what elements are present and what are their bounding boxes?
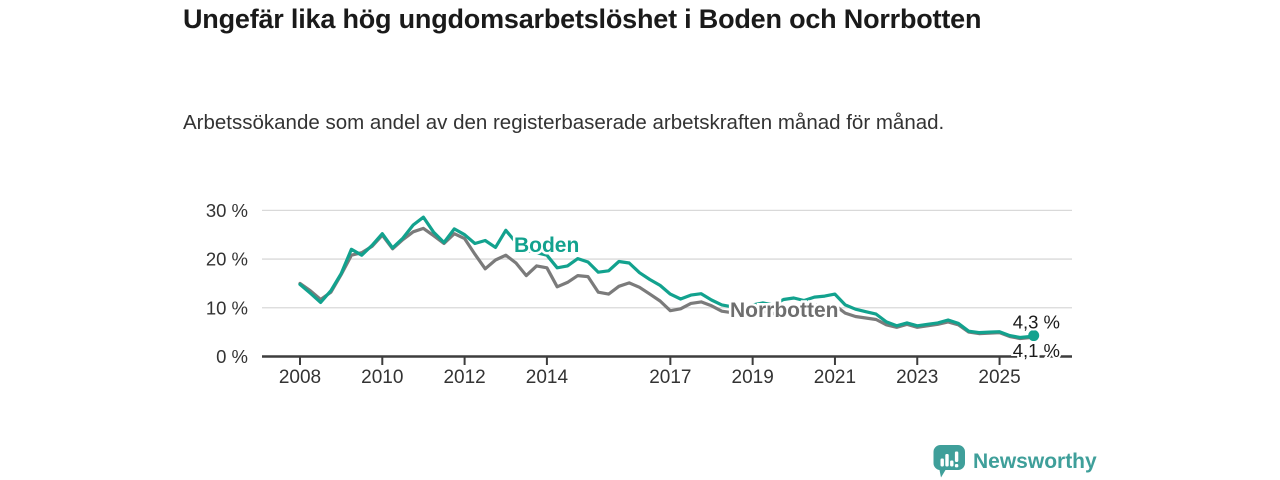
x-tick-label: 2010 bbox=[361, 367, 403, 388]
series-end-dot-boden bbox=[1028, 330, 1040, 342]
y-tick-label: 30 % bbox=[206, 200, 248, 221]
x-tick-label: 2019 bbox=[732, 367, 774, 388]
x-tick-label: 2014 bbox=[526, 367, 569, 388]
series-label-norrbotten: Norrbotten bbox=[730, 299, 839, 322]
series-line-boden bbox=[298, 215, 1036, 340]
newsworthy-logo-svg: Newsworthy bbox=[933, 445, 1097, 478]
x-tick-label: 2023 bbox=[896, 367, 938, 388]
y-tick-label: 20 % bbox=[206, 249, 248, 270]
y-tick-label: 0 % bbox=[216, 346, 248, 367]
end-value-label-boden: 4,3 % bbox=[1013, 312, 1060, 333]
x-tick-label: 2008 bbox=[279, 367, 321, 388]
chart-subtitle: Arbetssökande som andel av den registerb… bbox=[183, 111, 945, 134]
series-label-boden: Boden bbox=[514, 234, 579, 257]
x-tick-label: 2021 bbox=[814, 367, 856, 388]
x-tick-label: 2017 bbox=[649, 367, 691, 388]
x-tick-label: 2025 bbox=[978, 367, 1020, 388]
chart-title: Ungefär lika hög ungdomsarbetslöshet i B… bbox=[183, 4, 982, 34]
newsworthy-logo: Newsworthy bbox=[931, 442, 1106, 480]
newsworthy-bars-bubble-icon bbox=[933, 445, 965, 478]
end-value-label-norrbotten: 4,1 % bbox=[1013, 340, 1060, 361]
x-tick-label: 2012 bbox=[443, 367, 485, 388]
brand-name: Newsworthy bbox=[973, 450, 1097, 473]
series-line-norrbotten bbox=[298, 226, 1036, 341]
y-tick-label: 10 % bbox=[206, 297, 248, 318]
